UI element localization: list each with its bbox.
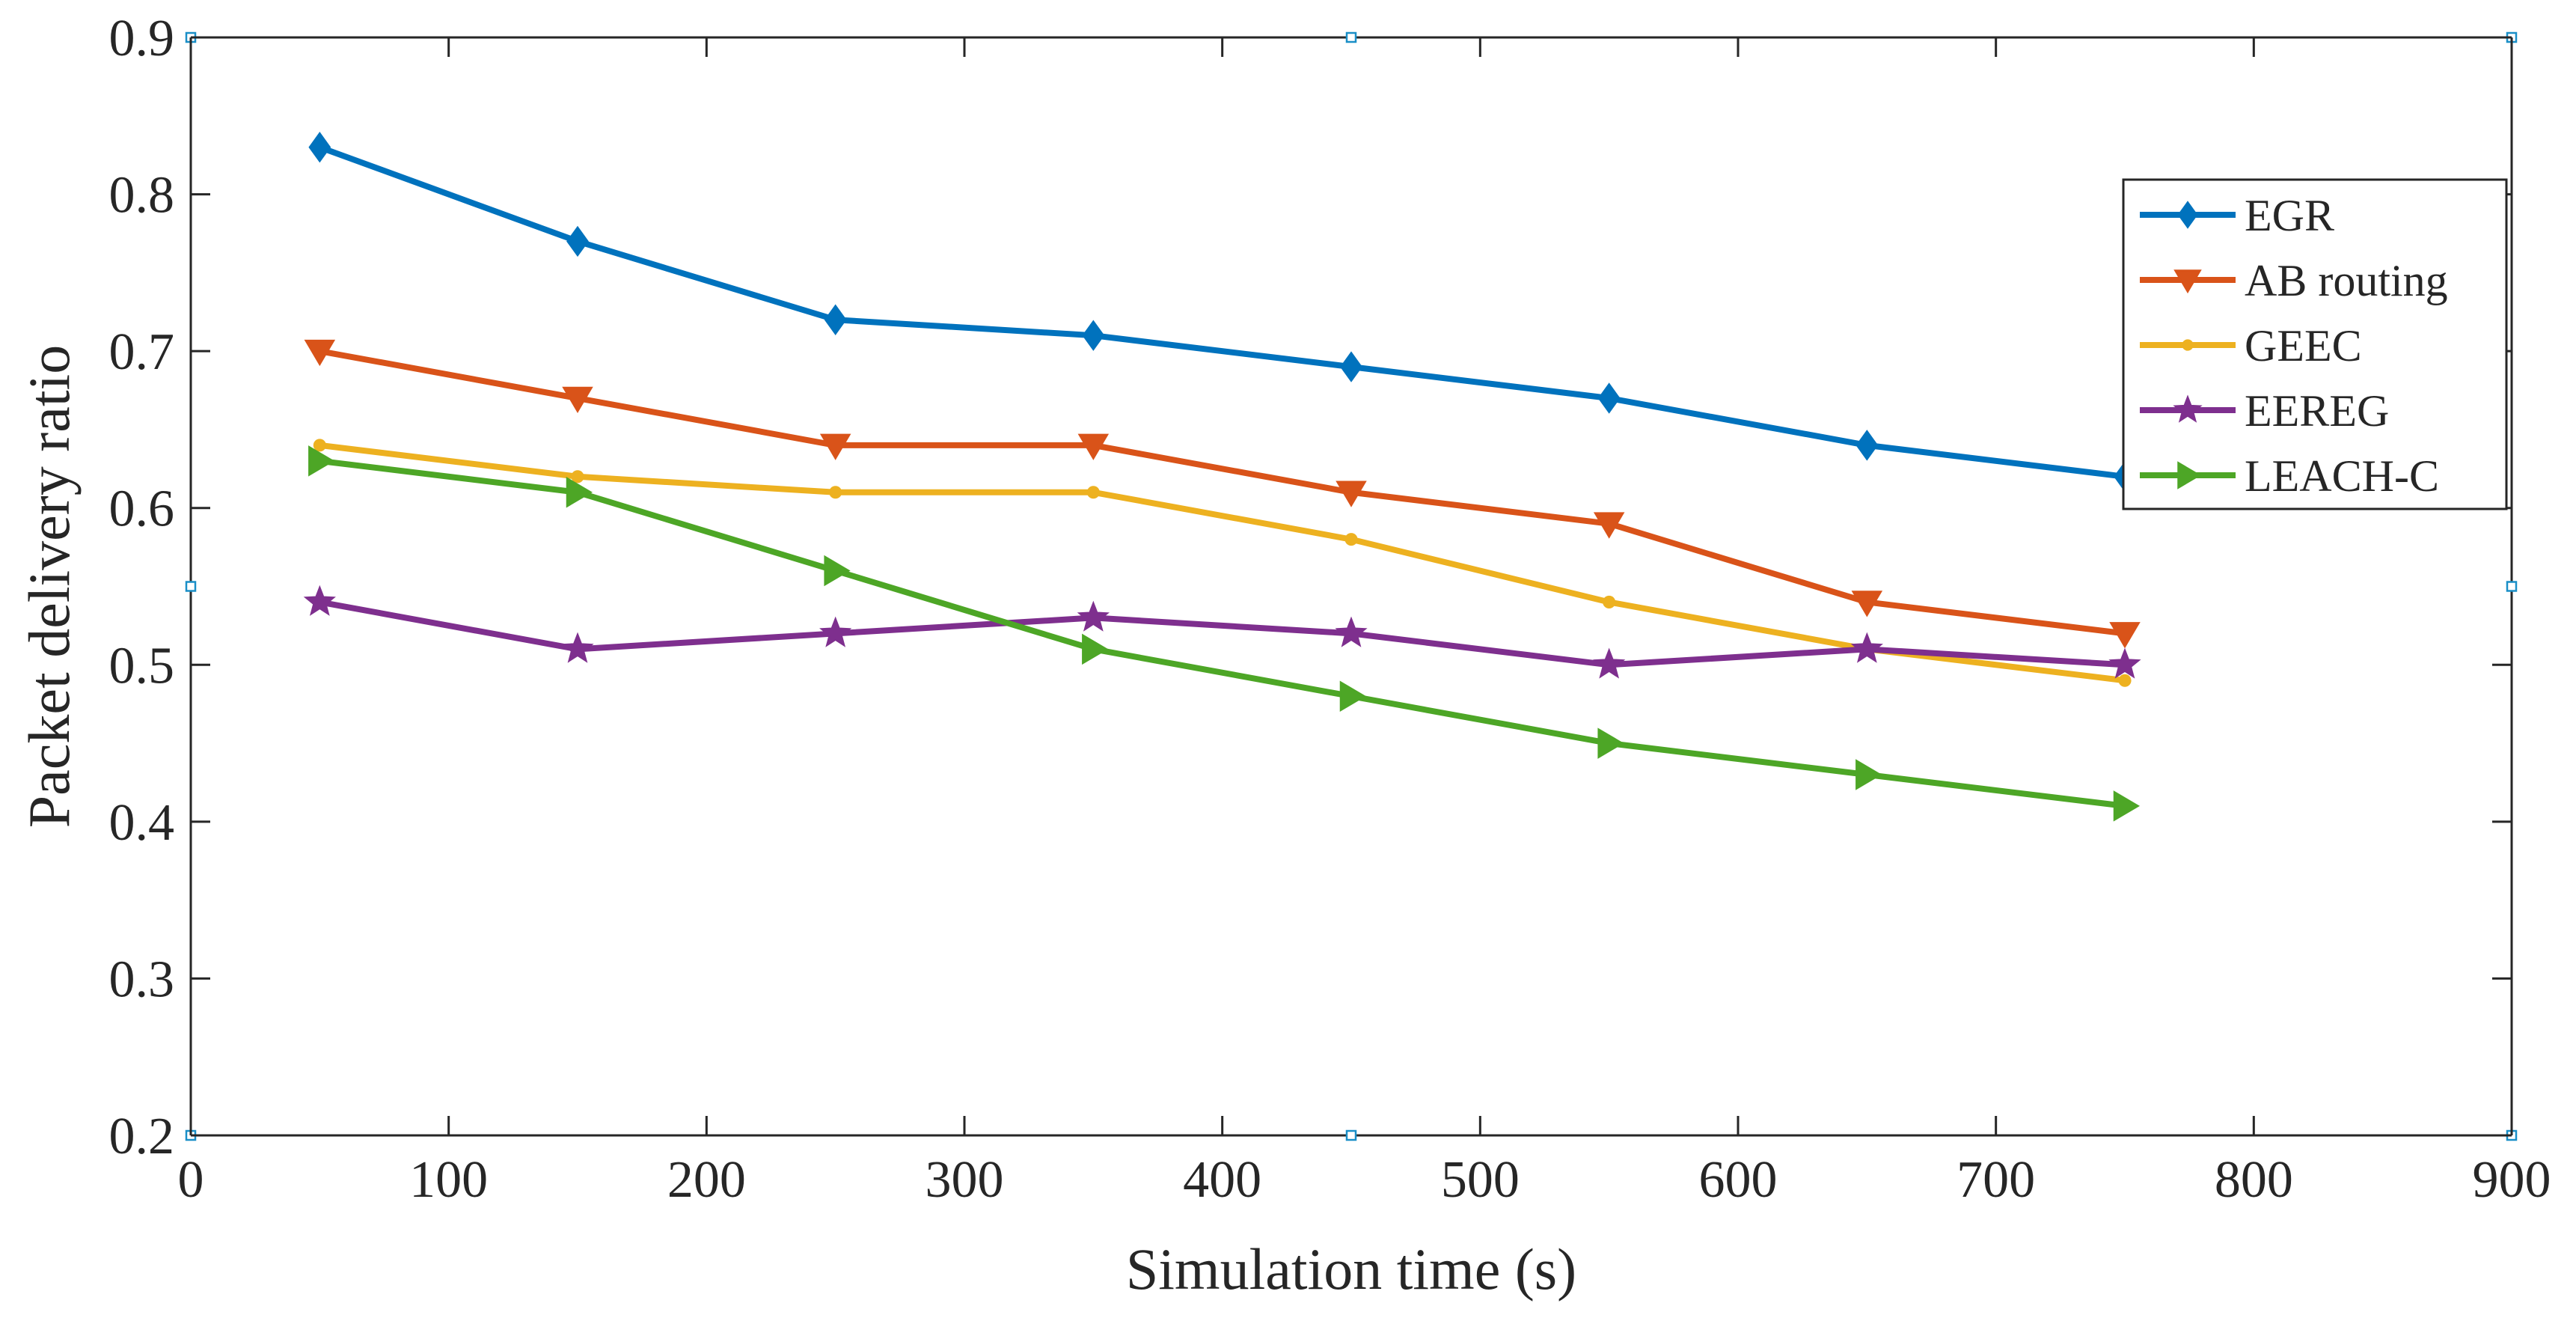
x-tick-label: 100 <box>409 1151 488 1209</box>
y-axis-title: Packet delivery ratio <box>16 345 82 828</box>
data-point-geec <box>313 439 326 452</box>
data-point-geec <box>2118 674 2132 687</box>
data-point-leach-c <box>566 477 593 508</box>
data-point-eereg <box>1077 600 1110 632</box>
x-tick-label: 500 <box>1441 1151 1520 1209</box>
data-point-egr <box>824 304 847 335</box>
legend-item-geec: GEEC <box>2140 321 2362 370</box>
legend-item-egr: EGR <box>2140 191 2334 240</box>
frame-handle <box>2506 581 2518 592</box>
y-tick-label: 0.8 <box>109 167 175 225</box>
data-point-geec <box>571 470 584 483</box>
x-axis-title: Simulation time (s) <box>1126 1236 1576 1302</box>
data-point-eereg <box>1335 616 1368 647</box>
x-tick-label: 900 <box>2473 1151 2551 1209</box>
x-tick-label: 800 <box>2215 1151 2293 1209</box>
data-point-ab-routing <box>304 339 336 367</box>
legend-item-ab-routing: AB routing <box>2140 256 2448 305</box>
x-tick-label: 700 <box>1957 1151 2035 1209</box>
data-point-ab-routing <box>1077 433 1110 460</box>
legend-item-leach-c: LEACH-C <box>2140 451 2439 501</box>
data-point-geec <box>1344 533 1358 546</box>
x-tick-label: 0 <box>178 1151 204 1209</box>
series-line-leach-c <box>319 457 2126 809</box>
data-point-egr <box>1597 382 1621 414</box>
series-leach-c <box>308 445 2141 822</box>
legend-label: LEACH-C <box>2245 451 2439 501</box>
data-point-leach-c <box>1855 759 1882 790</box>
y-tick-label: 0.9 <box>109 10 175 67</box>
data-point-ab-routing <box>1336 481 1367 507</box>
data-point-geec <box>1086 486 1100 499</box>
data-point-egr <box>1855 430 1879 461</box>
frame-handle <box>185 581 197 592</box>
legend-label: EGR <box>2245 191 2334 240</box>
legend-marker <box>2173 269 2202 294</box>
data-point-egr <box>308 131 331 163</box>
data-point-eereg <box>303 585 336 616</box>
y-tick-label: 0.3 <box>109 951 175 1008</box>
data-point-eereg <box>819 616 852 647</box>
y-tick-label: 0.6 <box>109 481 175 538</box>
data-point-leach-c <box>1339 680 1367 712</box>
series-line-eereg <box>319 599 2126 668</box>
legend-label: GEEC <box>2245 321 2362 370</box>
data-point-leach-c <box>1597 727 1624 759</box>
legend-item-eereg: EEREG <box>2140 386 2389 436</box>
data-point-egr <box>566 225 589 257</box>
x-tick-label: 600 <box>1699 1151 1778 1209</box>
data-point-eereg <box>561 632 594 663</box>
data-point-geec <box>1603 595 1616 609</box>
frame-handle <box>1345 1129 1357 1141</box>
legend-label: EEREG <box>2245 386 2389 436</box>
series-egr <box>308 131 2136 492</box>
legend-label: AB routing <box>2245 256 2448 305</box>
data-point-ab-routing <box>1851 591 1883 617</box>
data-point-leach-c <box>1082 633 1109 665</box>
legend: EGR AB routing GEEC EEREG LEACH-C <box>2122 178 2508 510</box>
series-line-egr <box>318 144 2126 480</box>
data-point-egr <box>1340 351 1362 382</box>
y-tick-label: 0.7 <box>109 323 175 381</box>
x-tick-label: 300 <box>926 1151 1004 1209</box>
data-point-leach-c <box>308 445 335 477</box>
data-point-egr <box>1082 320 1105 351</box>
series-eereg <box>303 585 2141 679</box>
data-point-ab-routing <box>819 433 851 460</box>
data-point-leach-c <box>2113 790 2141 822</box>
data-point-eereg <box>1850 632 1883 663</box>
series-line-ab-routing <box>319 348 2126 637</box>
legend-marker <box>2177 461 2202 489</box>
data-point-leach-c <box>824 555 851 587</box>
y-tick-label: 0.5 <box>109 637 175 695</box>
frame-handle <box>1345 31 1357 43</box>
data-point-ab-routing <box>1593 512 1625 539</box>
x-tick-label: 200 <box>667 1151 746 1209</box>
data-point-ab-routing <box>2109 622 2141 649</box>
data-point-eereg <box>1593 647 1626 679</box>
x-tick-label: 400 <box>1183 1151 1261 1209</box>
data-point-ab-routing <box>562 386 593 414</box>
y-tick-label: 0.2 <box>109 1108 175 1165</box>
series-ab-routing <box>304 339 2141 649</box>
data-point-geec <box>829 486 842 499</box>
data-point-eereg <box>2108 647 2141 679</box>
legend-marker <box>2173 394 2203 423</box>
y-tick-label: 0.4 <box>109 794 175 852</box>
legend-marker <box>2177 201 2198 229</box>
series-line-geec <box>319 442 2126 684</box>
legend-marker <box>2182 339 2194 351</box>
